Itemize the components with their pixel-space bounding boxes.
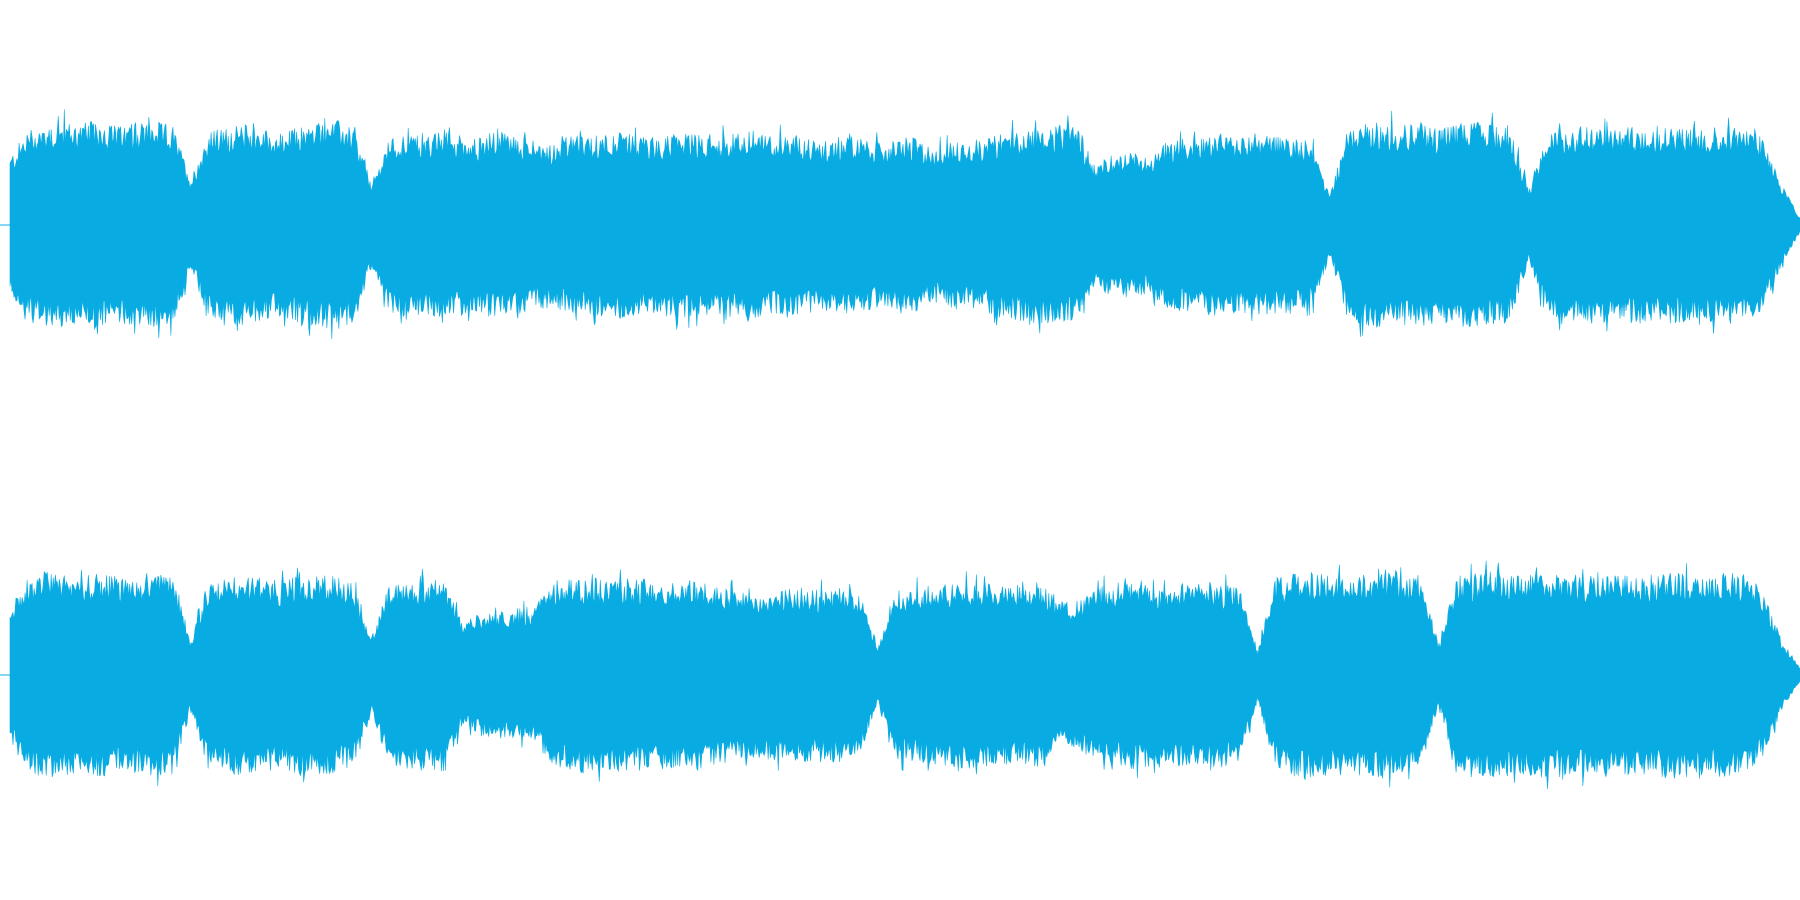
waveform-envelope (9, 109, 1800, 340)
channel-2-waveform (0, 560, 1800, 790)
channel-1-waveform (0, 109, 1800, 340)
waveform-envelope (9, 560, 1800, 790)
